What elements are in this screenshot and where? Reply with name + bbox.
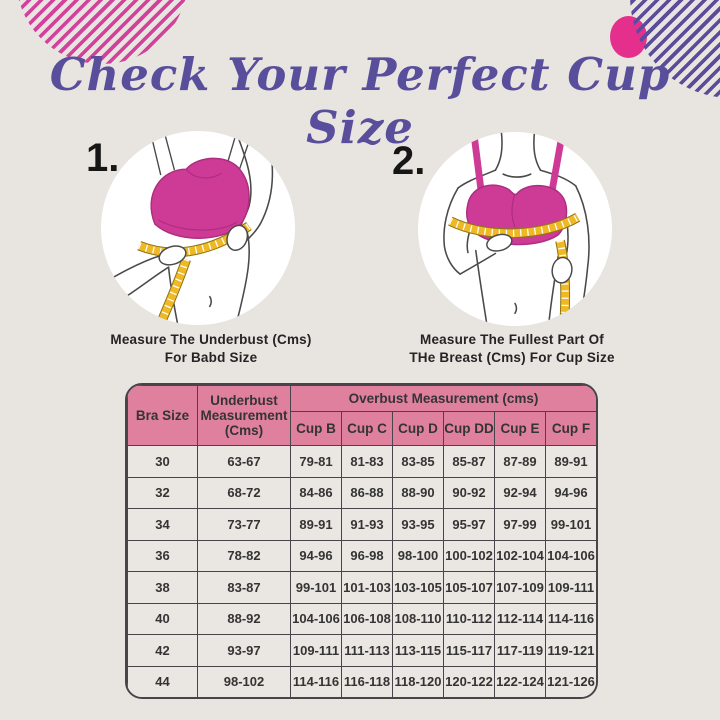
cup-column-header: Cup B [290, 411, 342, 446]
cell-bra-size: 36 [127, 539, 198, 572]
cell-cup-range: 85-87 [443, 445, 495, 478]
table-row: 32 68-72 84-86 86-88 88-90 90-92 92-94 94-96 [127, 476, 596, 509]
cell-cup-range: 106-108 [341, 602, 393, 635]
step-2-caption-line2: THe Breast (Cms) For Cup Size [409, 349, 615, 365]
cell-cup-range: 114-116 [544, 602, 596, 635]
cell-cup-range: 115-117 [443, 634, 495, 667]
cell-cup-range: 94-96 [290, 539, 342, 572]
cell-bra-size: 40 [127, 602, 198, 635]
cell-cup-range: 100-102 [443, 539, 495, 572]
cell-cup-range: 102-104 [494, 539, 546, 572]
page-title: Check Your Perfect Cup Size [49, 48, 671, 154]
cell-cup-range: 89-91 [290, 508, 342, 541]
table-row: 40 88-92 104-106 106-108 108-110 110-112 112-1… [127, 602, 596, 635]
cup-header-row: Cup B Cup C Cup D Cup DD Cup E Cup F [128, 411, 596, 446]
cell-cup-range: 120-122 [443, 665, 495, 697]
cell-cup-range: 94-96 [544, 476, 596, 509]
cup-column-header: Cup D [392, 411, 444, 446]
cell-cup-range: 104-106 [544, 539, 596, 572]
cell-cup-range: 93-95 [392, 508, 444, 541]
cell-underbust: 63-67 [197, 445, 291, 478]
underbust-illustration-svg [100, 130, 296, 326]
step-1-caption: Measure The Underbust (Cms) For Babd Siz… [64, 331, 358, 367]
cell-cup-range: 112-114 [494, 602, 546, 635]
overbust-illustration-svg [417, 131, 613, 327]
bra-size-column-header: Bra Size [127, 385, 198, 446]
cell-cup-range: 83-85 [392, 445, 444, 478]
overbust-illustration [417, 131, 613, 327]
cell-cup-range: 119-121 [544, 634, 596, 667]
table-row: 38 83-87 99-101 101-103 103-105 105-107 107-10… [127, 571, 596, 604]
cell-underbust: 93-97 [197, 634, 291, 667]
cell-cup-range: 95-97 [443, 508, 495, 541]
table-row: 44 98-102 114-116 116-118 118-120 120-122 122-… [127, 665, 596, 697]
cell-underbust: 83-87 [197, 571, 291, 604]
cell-underbust: 73-77 [197, 508, 291, 541]
cell-cup-range: 116-118 [341, 665, 393, 697]
step-1-caption-line2: For Babd Size [164, 349, 258, 365]
cell-cup-range: 91-93 [341, 508, 393, 541]
cell-bra-size: 32 [127, 476, 198, 509]
cup-column-header: Cup C [341, 411, 393, 446]
cell-cup-range: 110-112 [443, 602, 495, 635]
cell-cup-range: 99-101 [544, 508, 596, 541]
step-2-caption: Measure The Fullest Part Of THe Breast (… [360, 331, 664, 367]
cell-bra-size: 38 [127, 571, 198, 604]
cell-cup-range: 89-91 [544, 445, 596, 478]
cup-column-header: Cup DD [443, 411, 495, 446]
table-row: 42 93-97 109-111 111-113 113-115 115-117 117-1… [127, 634, 596, 667]
cell-cup-range: 87-89 [494, 445, 546, 478]
size-chart-body: 30 63-67 79-81 81-83 83-85 85-87 87-89 89-91 32 6… [127, 445, 596, 697]
cell-underbust: 98-102 [197, 665, 291, 697]
cell-cup-range: 86-88 [341, 476, 393, 509]
step-2-caption-line1: Measure The Fullest Part Of [420, 332, 604, 347]
cell-cup-range: 121-126 [544, 665, 596, 697]
table-row: 34 73-77 89-91 91-93 93-95 95-97 97-99 99-101 [127, 508, 596, 541]
cell-cup-range: 109-111 [290, 634, 342, 667]
overbust-group-header: Overbust Measurement (cms) [289, 385, 596, 412]
cell-cup-range: 99-101 [290, 571, 342, 604]
cell-cup-range: 90-92 [443, 476, 495, 509]
cell-cup-range: 97-99 [494, 508, 546, 541]
cup-column-header: Cup E [494, 411, 546, 446]
cell-cup-range: 105-107 [443, 571, 495, 604]
cell-cup-range: 101-103 [341, 571, 393, 604]
cell-cup-range: 113-115 [392, 634, 444, 667]
underbust-column-header: Underbust Measurement (Cms) [197, 385, 291, 446]
cell-cup-range: 122-124 [494, 665, 546, 697]
cell-cup-range: 96-98 [341, 539, 393, 572]
table-row: 30 63-67 79-81 81-83 83-85 85-87 87-89 89-91 [127, 445, 596, 478]
cell-cup-range: 108-110 [392, 602, 444, 635]
step-1-caption-line1: Measure The Underbust (Cms) [110, 332, 312, 347]
cell-cup-range: 92-94 [494, 476, 546, 509]
cell-cup-range: 79-81 [290, 445, 342, 478]
cell-cup-range: 98-100 [392, 539, 444, 572]
cell-bra-size: 30 [127, 445, 198, 478]
cell-cup-range: 103-105 [392, 571, 444, 604]
cell-cup-range: 111-113 [341, 634, 393, 667]
cell-cup-range: 84-86 [290, 476, 342, 509]
cell-underbust: 78-82 [197, 539, 291, 572]
cell-bra-size: 42 [127, 634, 198, 667]
size-chart-table: Bra Size Underbust Measurement (Cms) Ove… [125, 383, 598, 699]
cell-cup-range: 117-119 [494, 634, 546, 667]
cell-bra-size: 34 [127, 508, 198, 541]
cell-cup-range: 109-111 [544, 571, 596, 604]
cell-cup-range: 114-116 [290, 665, 342, 697]
cup-column-header: Cup F [544, 411, 596, 446]
cell-cup-range: 118-120 [392, 665, 444, 697]
cell-underbust: 88-92 [197, 602, 291, 635]
cell-cup-range: 107-109 [494, 571, 546, 604]
step-1-number: 1. [86, 136, 120, 180]
step-2-number: 2. [392, 139, 426, 183]
cell-bra-size: 44 [127, 665, 198, 697]
cell-cup-range: 88-90 [392, 476, 444, 509]
cell-cup-range: 81-83 [341, 445, 393, 478]
cell-underbust: 68-72 [197, 476, 291, 509]
table-row: 36 78-82 94-96 96-98 98-100 100-102 102-104 104… [127, 539, 596, 572]
underbust-illustration [100, 130, 296, 326]
cell-cup-range: 104-106 [290, 602, 342, 635]
